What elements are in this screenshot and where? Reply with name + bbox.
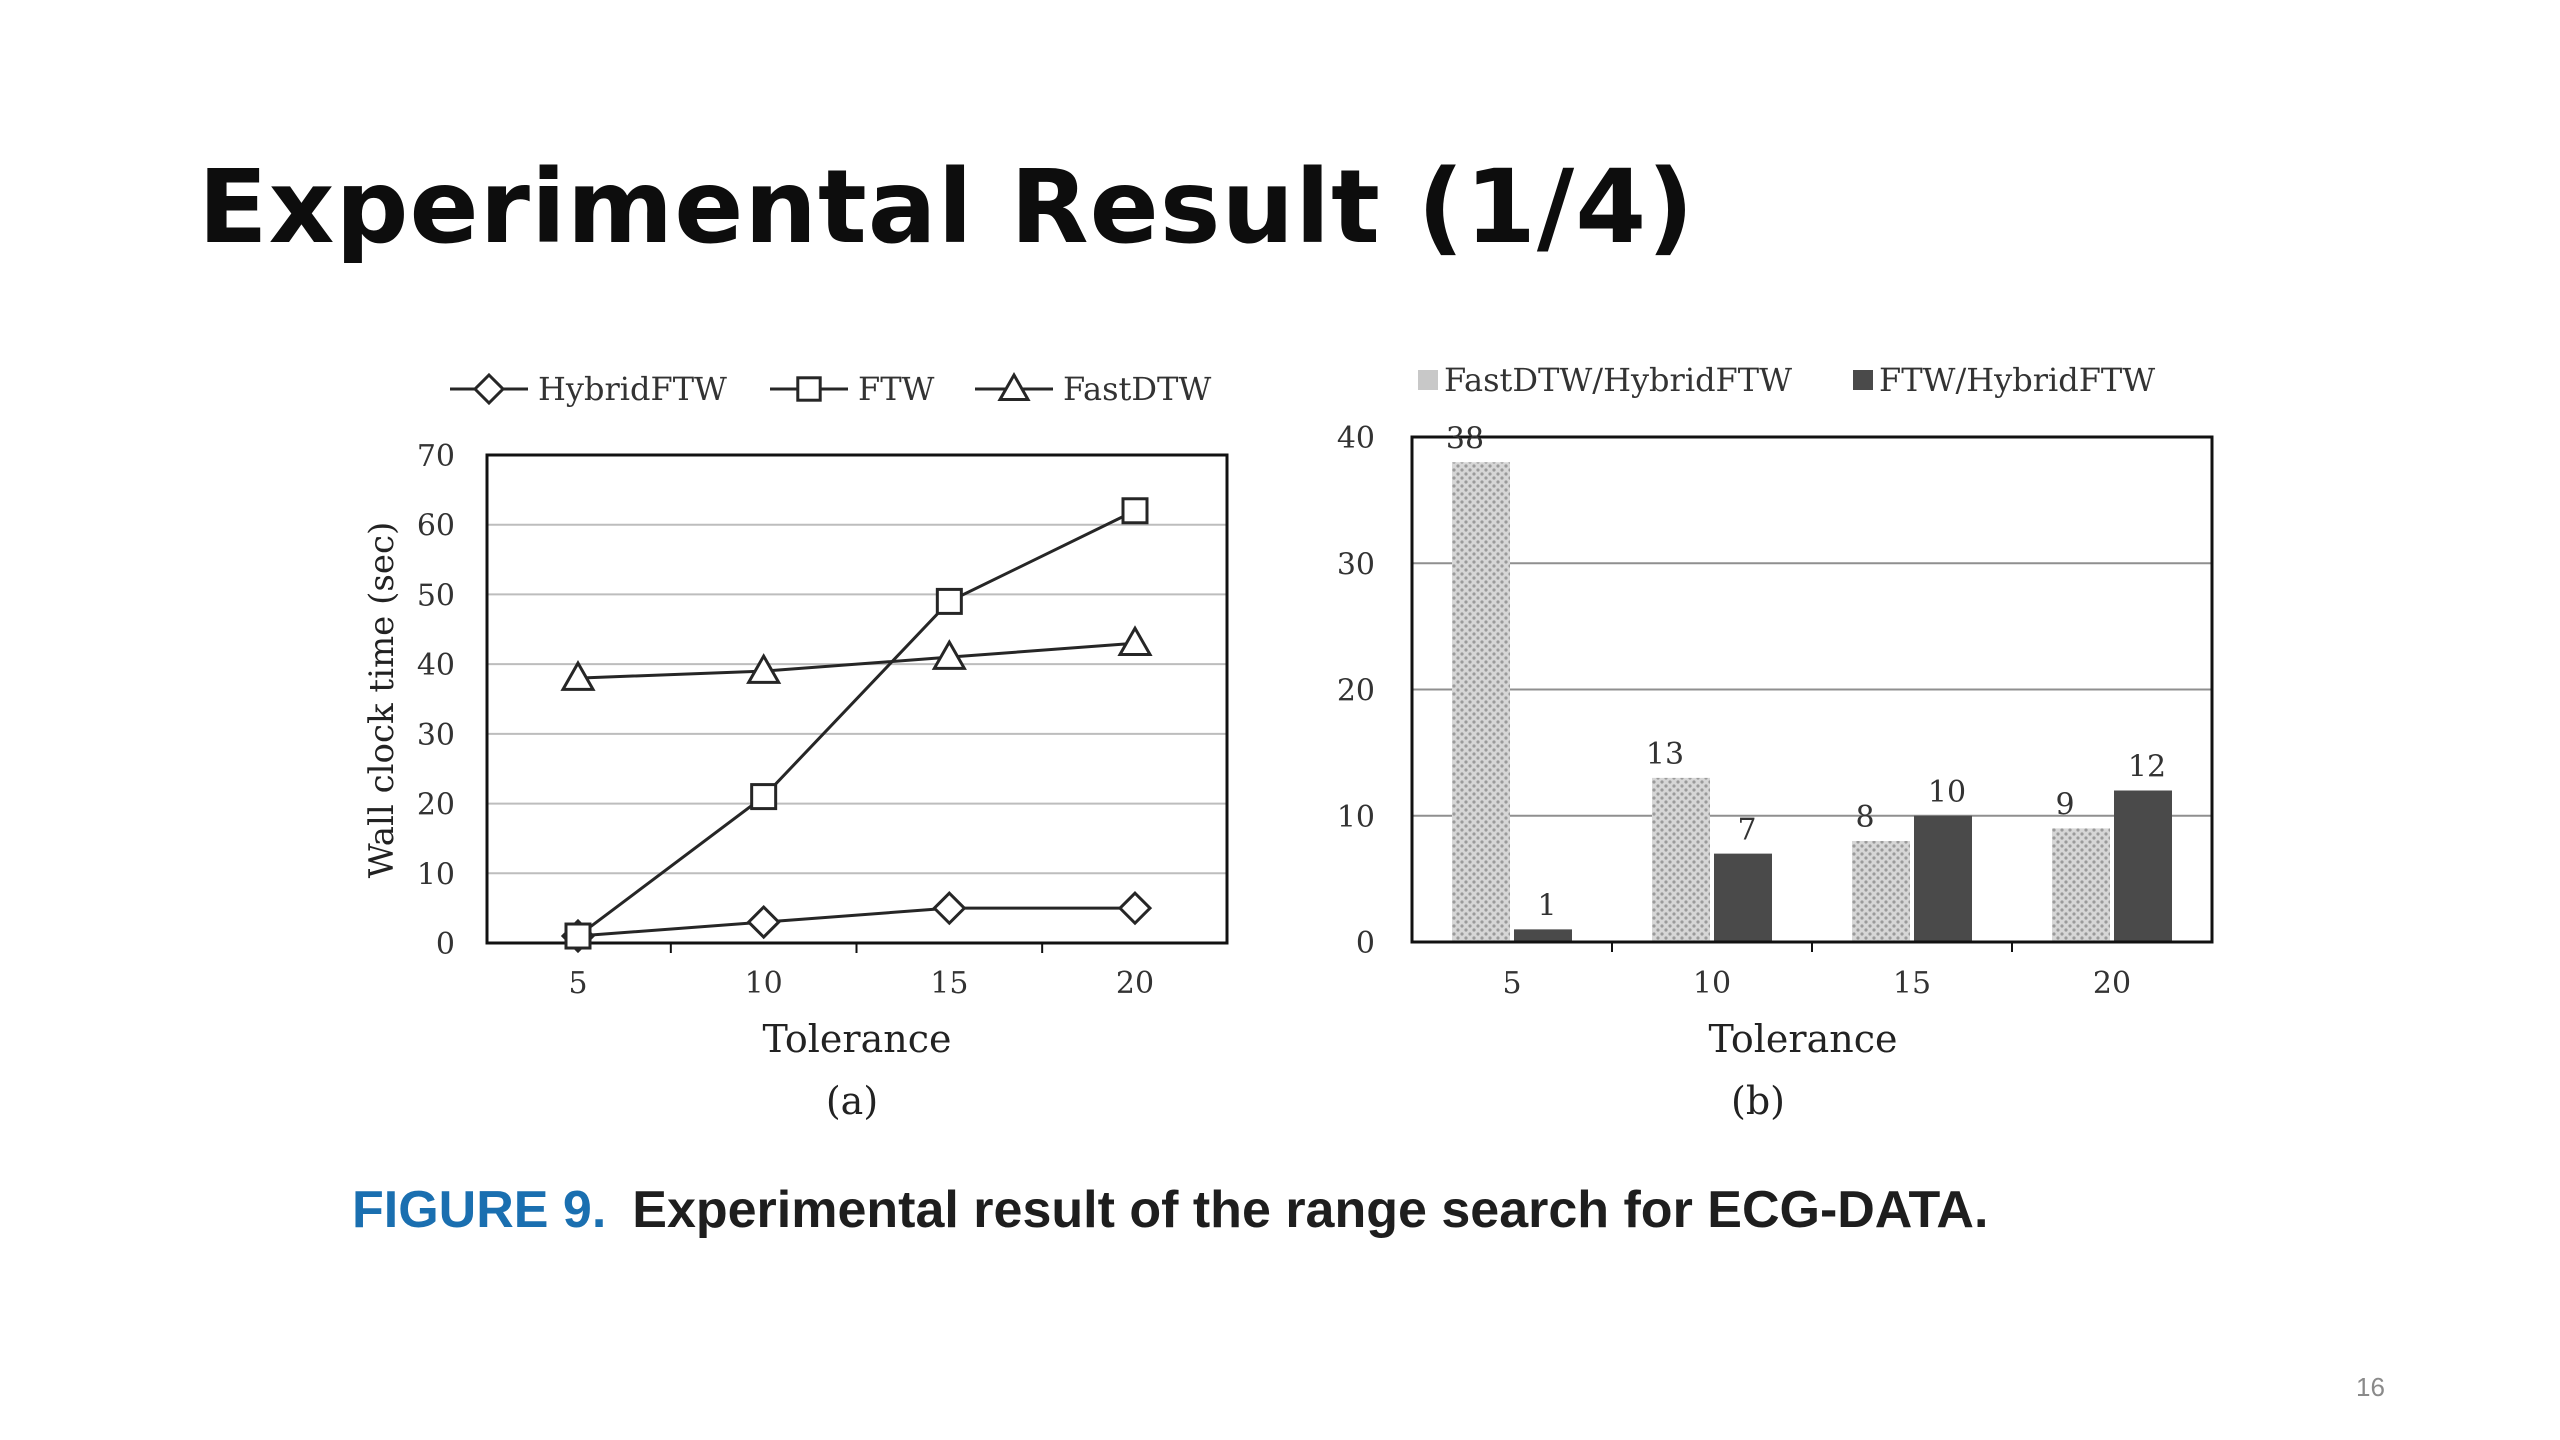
data-point-fastdtw (746, 653, 782, 684)
data-label: 38 (1446, 421, 1484, 456)
x-tick-labels: 5 10 15 20 (568, 943, 1154, 1001)
x-tick-label: 10 (1693, 966, 1731, 1001)
bars-group (1452, 462, 2172, 942)
panel-label-a: (a) (826, 1079, 878, 1123)
grid-lines (1412, 562, 2212, 817)
series-line-fastdtw (577, 641, 1136, 680)
bar-fastdtw-hybridftw (1852, 841, 1910, 942)
figure-caption: FIGURE 9. Experimental result of the rang… (352, 1180, 1988, 1240)
data-label: 10 (1928, 775, 1966, 810)
y-tick-labels: 0 10 20 30 40 50 60 70 (417, 439, 455, 962)
data-label: 8 (1855, 800, 1874, 835)
bar-ftw-hybridftw (1914, 815, 1972, 942)
data-label: 13 (1646, 737, 1684, 772)
bar-fastdtw-hybridftw (2052, 828, 2110, 942)
data-point-ftw (935, 587, 963, 615)
series-group (560, 497, 1153, 954)
data-label: 1 (1537, 888, 1556, 923)
y-tick-labels: 0 10 20 30 40 (1337, 421, 1375, 961)
bar-fastdtw-hybridftw (1652, 777, 1710, 942)
bar-fastdtw-hybridftw (1452, 462, 1510, 942)
y-tick-label: 20 (1337, 674, 1375, 709)
legend-marker-hybridftw (472, 372, 506, 406)
bar-ftw-hybridftw (2114, 790, 2172, 942)
y-tick-label: 40 (1337, 421, 1375, 456)
x-tick-label: 10 (745, 966, 783, 1001)
y-tick-label: 30 (417, 718, 455, 753)
data-point-fastdtw (931, 639, 967, 670)
y-tick-label: 60 (417, 509, 455, 544)
data-point-hybridftw (746, 904, 781, 940)
line-chart-wall-clock-time: 0 10 20 30 40 50 60 70 5 10 15 20 HybridFTW FTW Fast… (362, 370, 1229, 1123)
x-tick-label: 20 (1116, 966, 1154, 1001)
data-point-fastdtw (560, 660, 596, 691)
data-label: 12 (2128, 750, 2166, 785)
y-tick-label: 0 (1356, 926, 1375, 961)
y-tick-label: 10 (417, 857, 455, 892)
legend-marker-fastdtw (997, 371, 1031, 401)
y-tick-label: 40 (417, 648, 455, 683)
y-tick-label: 70 (417, 439, 455, 474)
data-label: 9 (2055, 787, 2074, 822)
x-tick-label: 5 (1502, 966, 1521, 1001)
legend-swatch (1418, 370, 1438, 390)
panel-label-b: (b) (1731, 1079, 1785, 1123)
x-tick-label: 15 (1893, 966, 1931, 1001)
legend: FastDTW/HybridFTW FTW/HybridFTW (1418, 361, 2155, 399)
legend-label: FTW (858, 370, 935, 408)
legend-swatch (1853, 370, 1873, 390)
series-line-hybridftw (577, 906, 1135, 938)
y-tick-label: 50 (417, 578, 455, 613)
bar-chart-speedup-ratio: 0 10 20 30 40 5 10 15 20 38 1 13 7 8 10 9 12 FastDTW/H… (1337, 361, 2214, 1123)
x-tick-labels: 5 10 15 20 (1502, 942, 2131, 1001)
x-tick-label: 20 (2093, 966, 2131, 1001)
data-point-hybridftw (1117, 891, 1153, 926)
legend: HybridFTW FTW FastDTW (450, 370, 1211, 408)
y-tick-label: 10 (1337, 800, 1375, 835)
page-number: 16 (2356, 1372, 2385, 1402)
bar-ftw-hybridftw (1514, 929, 1572, 942)
caption-label: FIGURE 9. (352, 1181, 607, 1239)
data-point-hybridftw (932, 891, 967, 926)
data-point-ftw (1121, 497, 1149, 525)
legend-marker-ftw (796, 376, 822, 402)
slide-title: Experimental Result (1/4) (198, 148, 1695, 267)
x-axis-label: Tolerance (1709, 1017, 1898, 1061)
y-tick-label: 0 (436, 927, 455, 962)
legend-label: FTW/HybridFTW (1879, 361, 2155, 399)
x-tick-label: 5 (568, 966, 587, 1001)
caption-text: Experimental result of the range search … (632, 1181, 1989, 1239)
y-tick-label: 30 (1337, 547, 1375, 582)
y-tick-label: 20 (417, 788, 455, 823)
x-tick-label: 15 (930, 966, 968, 1001)
x-axis-label: Tolerance (763, 1017, 952, 1061)
legend-label: FastDTW/HybridFTW (1444, 361, 1792, 399)
data-labels: 38 1 13 7 8 10 9 12 (1446, 421, 2166, 923)
bar-ftw-hybridftw (1714, 853, 1772, 942)
data-point-ftw (564, 922, 592, 950)
legend-label: HybridFTW (538, 370, 727, 408)
series-line-ftw (577, 509, 1136, 938)
data-point-ftw (750, 783, 778, 811)
legend-label: FastDTW (1063, 370, 1211, 408)
data-label: 7 (1737, 813, 1756, 848)
y-axis-label: Wall clock time (sec) (362, 522, 402, 879)
data-point-fastdtw (1117, 625, 1153, 656)
